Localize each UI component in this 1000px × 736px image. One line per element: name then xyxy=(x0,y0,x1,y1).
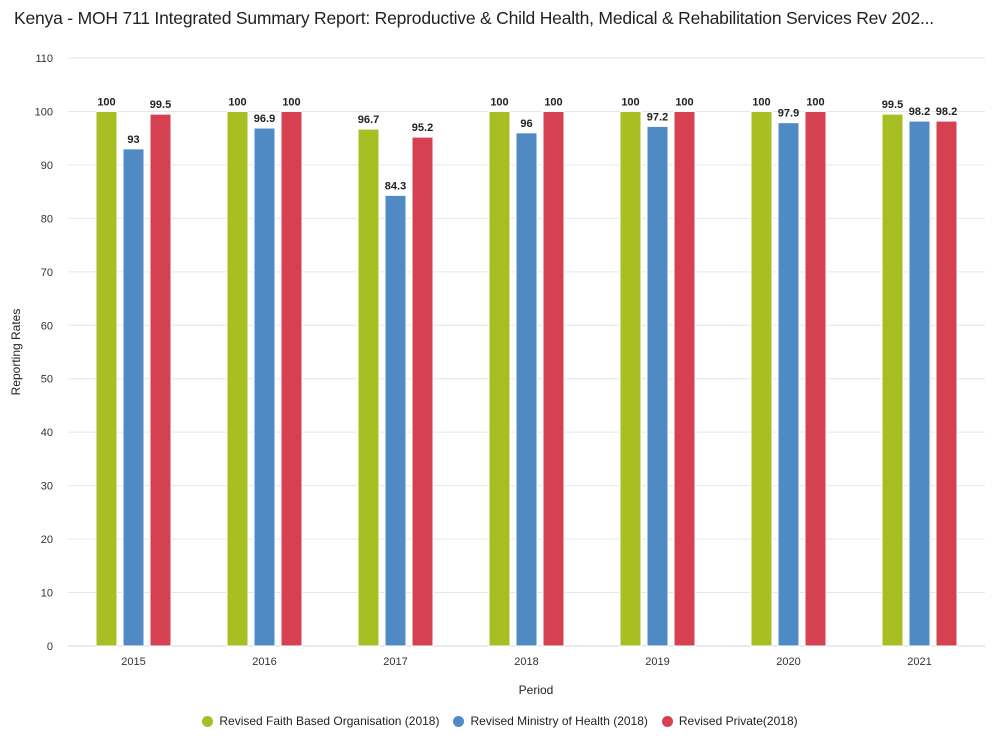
data-label: 96.9 xyxy=(254,113,275,125)
data-label: 99.5 xyxy=(882,99,903,111)
legend-item[interactable]: Revised Private(2018) xyxy=(661,714,798,728)
bar[interactable] xyxy=(750,110,773,647)
x-tick-label: 2017 xyxy=(383,656,407,668)
bar[interactable] xyxy=(411,136,434,647)
chart-title: Kenya - MOH 711 Integrated Summary Repor… xyxy=(14,8,934,28)
bar[interactable] xyxy=(384,194,407,647)
bar[interactable] xyxy=(542,110,565,647)
data-label: 95.2 xyxy=(412,122,433,134)
legend-item[interactable]: Revised Faith Based Organisation (2018) xyxy=(202,714,439,728)
data-label: 100 xyxy=(675,96,693,108)
y-tick-label: 110 xyxy=(35,53,53,65)
bar[interactable] xyxy=(488,110,511,647)
data-label: 96.7 xyxy=(358,114,379,126)
y-tick-label: 80 xyxy=(41,213,53,225)
y-tick-label: 0 xyxy=(47,641,53,653)
bar[interactable] xyxy=(908,120,931,647)
data-label: 100 xyxy=(97,96,115,108)
data-labels: 100 93 99.5 100 96.9 100 96.7 84.3 95.2 100 96 100 1… xyxy=(97,96,957,192)
bar[interactable] xyxy=(253,127,276,647)
x-tick-label: 2019 xyxy=(645,656,669,668)
bar[interactable] xyxy=(646,125,669,647)
x-tick-label: 2015 xyxy=(121,656,145,668)
bar[interactable] xyxy=(357,128,380,647)
data-label: 100 xyxy=(806,96,824,108)
legend-marker-icon xyxy=(453,715,465,727)
y-axis-ticks: 0 10 20 30 40 50 60 70 80 90 100 110 xyxy=(35,53,53,653)
data-label: 99.5 xyxy=(150,99,171,111)
bar[interactable] xyxy=(619,110,642,647)
bar[interactable] xyxy=(95,110,118,647)
y-axis-label: Reporting Rates xyxy=(9,309,23,396)
y-tick-label: 10 xyxy=(41,588,53,600)
bar[interactable] xyxy=(149,113,172,647)
data-label: 93 xyxy=(127,134,139,146)
data-label: 100 xyxy=(228,96,246,108)
y-tick-label: 100 xyxy=(35,106,53,118)
x-axis-label: Period xyxy=(519,683,554,697)
legend-label: Revised Private(2018) xyxy=(678,714,798,728)
legend-marker-icon xyxy=(202,715,214,727)
x-axis-ticks: 2015 2016 2017 2018 2019 2020 2021 xyxy=(121,656,931,668)
y-tick-label: 60 xyxy=(41,320,53,332)
data-label: 100 xyxy=(282,96,300,108)
legend-label: Revised Faith Based Organisation (2018) xyxy=(219,714,440,728)
bar[interactable] xyxy=(777,122,800,647)
x-tick-label: 2020 xyxy=(776,656,800,668)
bar[interactable] xyxy=(673,110,696,647)
y-tick-label: 70 xyxy=(41,267,53,279)
bar[interactable] xyxy=(226,110,249,647)
y-tick-label: 30 xyxy=(41,481,53,493)
legend-label: Revised Ministry of Health (2018) xyxy=(470,714,648,728)
x-tick-label: 2021 xyxy=(907,656,931,668)
legend-item[interactable]: Revised Ministry of Health (2018) xyxy=(453,714,648,728)
bar[interactable] xyxy=(515,132,538,647)
bar[interactable] xyxy=(122,148,145,647)
y-tick-label: 50 xyxy=(41,374,53,386)
data-label: 97.2 xyxy=(647,111,668,123)
x-tick-label: 2018 xyxy=(514,656,538,668)
data-label: 84.3 xyxy=(385,180,406,192)
y-tick-label: 20 xyxy=(41,534,53,546)
x-tick-label: 2016 xyxy=(252,656,276,668)
y-tick-label: 90 xyxy=(41,160,53,172)
bar[interactable] xyxy=(804,110,827,647)
data-label: 100 xyxy=(544,96,562,108)
data-label: 100 xyxy=(752,96,770,108)
data-label: 98.2 xyxy=(909,106,930,118)
bar[interactable] xyxy=(935,120,958,647)
data-label: 100 xyxy=(490,96,508,108)
bar[interactable] xyxy=(280,110,303,647)
data-label: 98.2 xyxy=(936,106,957,118)
data-label: 97.9 xyxy=(778,108,799,120)
data-label: 100 xyxy=(621,96,639,108)
data-label: 96 xyxy=(520,118,532,130)
legend: Revised Faith Based Organisation (2018) R… xyxy=(0,714,1000,728)
y-tick-label: 40 xyxy=(41,427,53,439)
legend-marker-icon xyxy=(661,715,673,727)
bar[interactable] xyxy=(881,113,904,647)
bars xyxy=(95,110,958,647)
